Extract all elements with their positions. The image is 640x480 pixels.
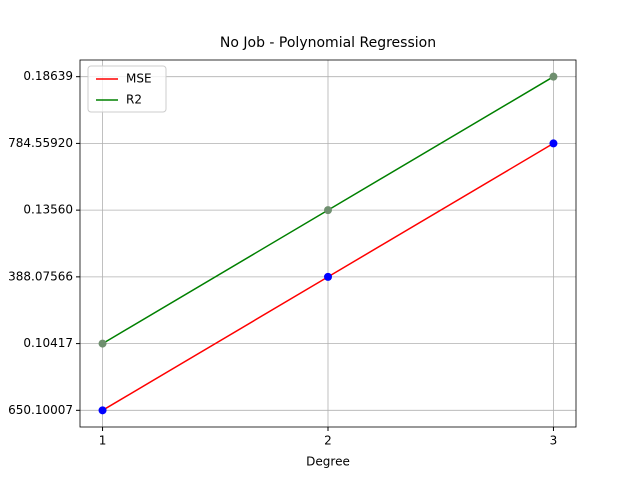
legend-label: MSE <box>126 72 152 86</box>
data-point <box>549 139 558 148</box>
y-tick-label: 0.13560 <box>23 203 73 217</box>
x-tick-label: 1 <box>99 434 107 448</box>
data-point <box>98 406 107 415</box>
y-tick-label: 650.10007 <box>8 403 73 417</box>
y-tick-label: 388.07566 <box>8 269 73 283</box>
y-tick-label: 0.18639 <box>23 69 73 83</box>
x-tick-label: 3 <box>550 434 558 448</box>
chart-title: No Job - Polynomial Regression <box>220 35 436 51</box>
data-point <box>549 72 558 81</box>
x-tick-label: 2 <box>324 434 332 448</box>
y-tick-label: 0.10417 <box>23 336 73 350</box>
data-point <box>324 272 332 281</box>
plot-frame <box>79 59 577 428</box>
data-point <box>98 339 107 348</box>
data-point <box>324 206 332 215</box>
y-tick-label: 784.55920 <box>8 136 73 150</box>
x-axis-label: Degree <box>306 455 350 469</box>
legend-label: R2 <box>126 93 142 107</box>
